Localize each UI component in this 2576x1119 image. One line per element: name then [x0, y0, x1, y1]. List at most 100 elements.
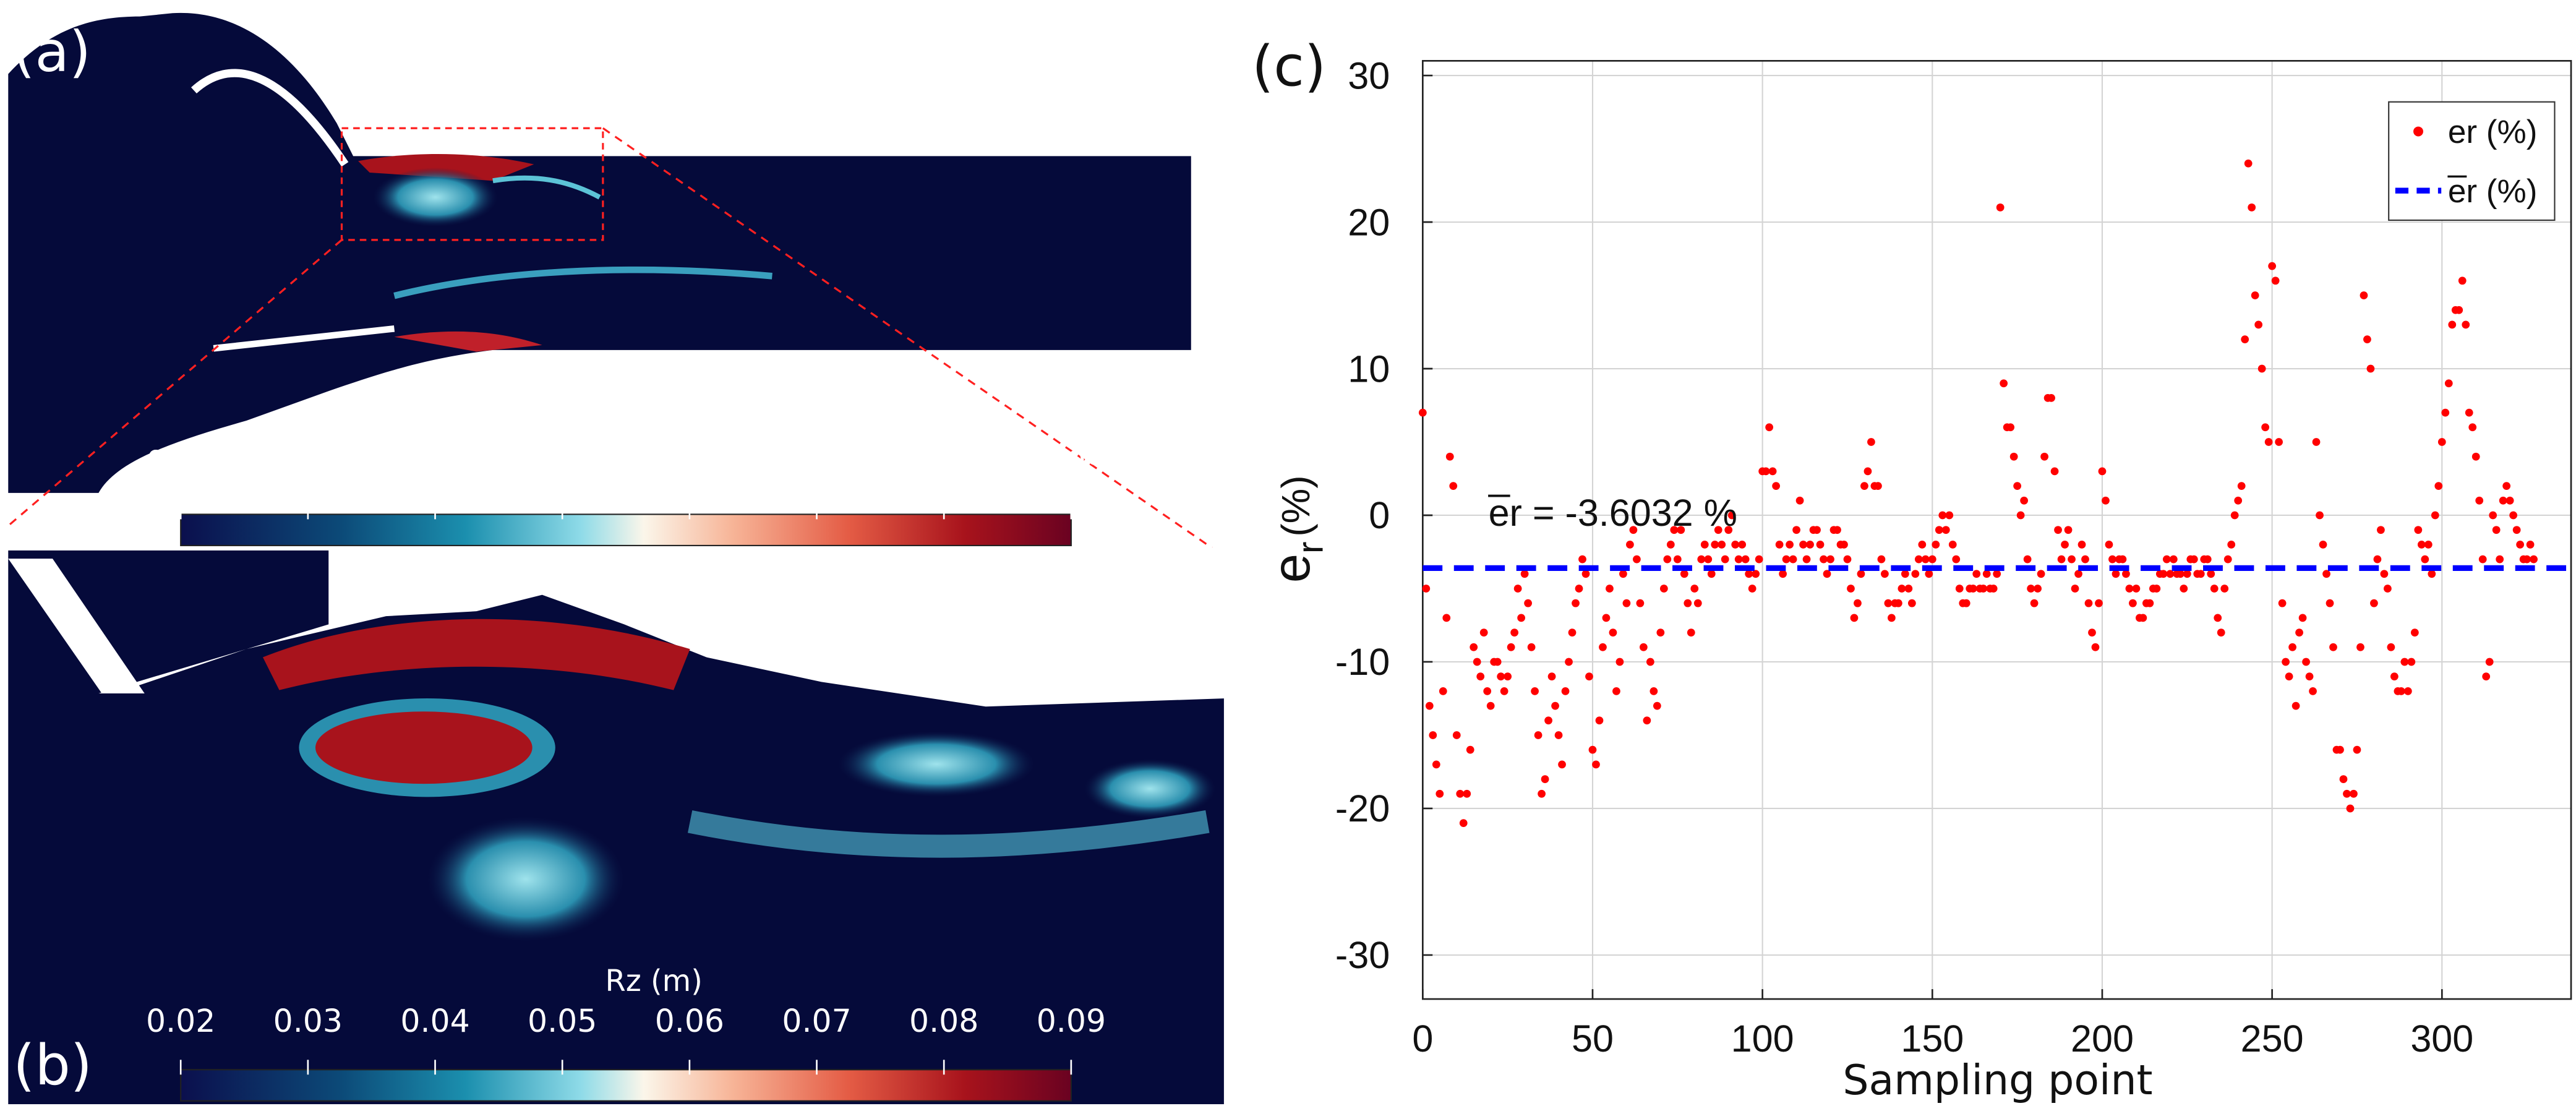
data-point	[1636, 599, 1645, 607]
data-point	[1697, 555, 1706, 564]
data-point	[2407, 658, 2416, 666]
x-tick-label: 300	[2410, 1018, 2473, 1060]
x-tick-label: 150	[1901, 1018, 1964, 1060]
data-point	[1745, 570, 1753, 578]
data-point	[2373, 555, 2382, 564]
data-point	[1609, 628, 1617, 637]
data-point	[2034, 585, 2042, 593]
colorbar-label: Rz (m)	[605, 404, 703, 438]
data-point	[1680, 570, 1688, 578]
data-point	[1656, 628, 1665, 637]
data-point	[2329, 643, 2337, 651]
data-point	[1721, 555, 1729, 564]
data-point	[1993, 570, 2001, 578]
data-point	[2108, 555, 2116, 564]
data-point	[2485, 658, 2494, 666]
data-point	[2139, 614, 2147, 622]
data-point	[1554, 731, 1563, 739]
data-point	[1612, 687, 1620, 695]
data-point	[2298, 614, 2307, 622]
colorbar-tick-label: 0.03	[273, 444, 343, 481]
data-point	[2244, 159, 2253, 168]
data-point	[1531, 687, 1539, 695]
data-point	[1602, 614, 1611, 622]
y-tick-label: 0	[1369, 494, 1390, 536]
data-point	[2478, 555, 2487, 564]
data-point	[1445, 452, 1454, 461]
data-point	[2057, 555, 2066, 564]
data-point	[2437, 438, 2446, 446]
data-point	[2013, 482, 2022, 490]
data-point	[2098, 467, 2107, 476]
panel-label: (b)	[13, 1033, 92, 1098]
data-point	[1673, 555, 1682, 564]
data-point	[1792, 526, 1800, 534]
data-point	[2254, 320, 2263, 329]
data-point	[2502, 482, 2511, 490]
data-point	[2455, 306, 2463, 314]
data-point	[2492, 526, 2501, 534]
data-point	[1544, 716, 1552, 725]
data-point	[2169, 555, 2178, 564]
data-point	[2118, 555, 2127, 564]
data-point	[1826, 555, 1834, 564]
data-point	[1928, 555, 1936, 564]
colorbar-tick-label: 0.08	[909, 444, 978, 481]
data-point	[1782, 555, 1791, 564]
data-point	[2248, 203, 2256, 212]
data-point	[1479, 628, 1488, 637]
data-point	[1877, 555, 1886, 564]
y-tick-label: 20	[1348, 201, 1390, 243]
data-point	[1504, 672, 1512, 681]
data-point	[1456, 789, 1465, 798]
data-point	[1486, 701, 1495, 710]
data-point	[1860, 482, 1868, 490]
data-point	[2346, 804, 2355, 813]
data-point	[1925, 570, 1933, 578]
data-point	[1572, 599, 1580, 607]
y-tick-label: -10	[1335, 641, 1390, 683]
data-point	[2050, 467, 2059, 476]
data-point	[2350, 789, 2358, 798]
data-point	[2268, 262, 2277, 270]
data-point	[2465, 408, 2473, 417]
data-point	[1659, 585, 1668, 593]
data-point	[2384, 585, 2392, 593]
data-point	[1422, 585, 1431, 593]
data-point	[2403, 687, 2412, 695]
data-point	[2054, 526, 2062, 534]
annotation: e̅r = -3.6032 %	[1488, 492, 1737, 534]
data-point	[1439, 687, 1447, 695]
colorbar-tick-label: 0.02	[146, 444, 215, 481]
data-point	[2295, 628, 2303, 637]
data-point	[2285, 672, 2293, 681]
data-point	[2214, 614, 2222, 622]
colorbar-label: Rz (m)	[605, 964, 703, 998]
data-point	[2530, 555, 2538, 564]
data-point	[1904, 585, 1913, 593]
data-point	[1894, 599, 1902, 607]
panel-label: (a)	[13, 19, 91, 84]
data-point	[1962, 599, 1971, 607]
data-point	[2288, 643, 2296, 651]
colorbar-tick-label: 0.05	[528, 1003, 597, 1039]
data-point	[1772, 482, 1780, 490]
data-point	[1646, 658, 1654, 666]
data-point	[2040, 452, 2048, 461]
data-point	[1914, 555, 1923, 564]
colorbar-tick-label: 0.07	[782, 444, 851, 481]
x-tick-label: 250	[2241, 1018, 2304, 1060]
data-point	[2462, 320, 2470, 329]
data-point	[2230, 511, 2239, 520]
data-point	[2312, 438, 2321, 446]
colorbar-tick-label: 0.06	[655, 444, 724, 481]
data-point	[2030, 599, 2039, 607]
data-point	[2448, 320, 2457, 329]
data-point	[2356, 643, 2364, 651]
data-point	[2257, 364, 2266, 373]
data-point	[1547, 672, 1556, 681]
data-point	[1588, 745, 1597, 754]
y-tick-label: -20	[1335, 787, 1390, 830]
